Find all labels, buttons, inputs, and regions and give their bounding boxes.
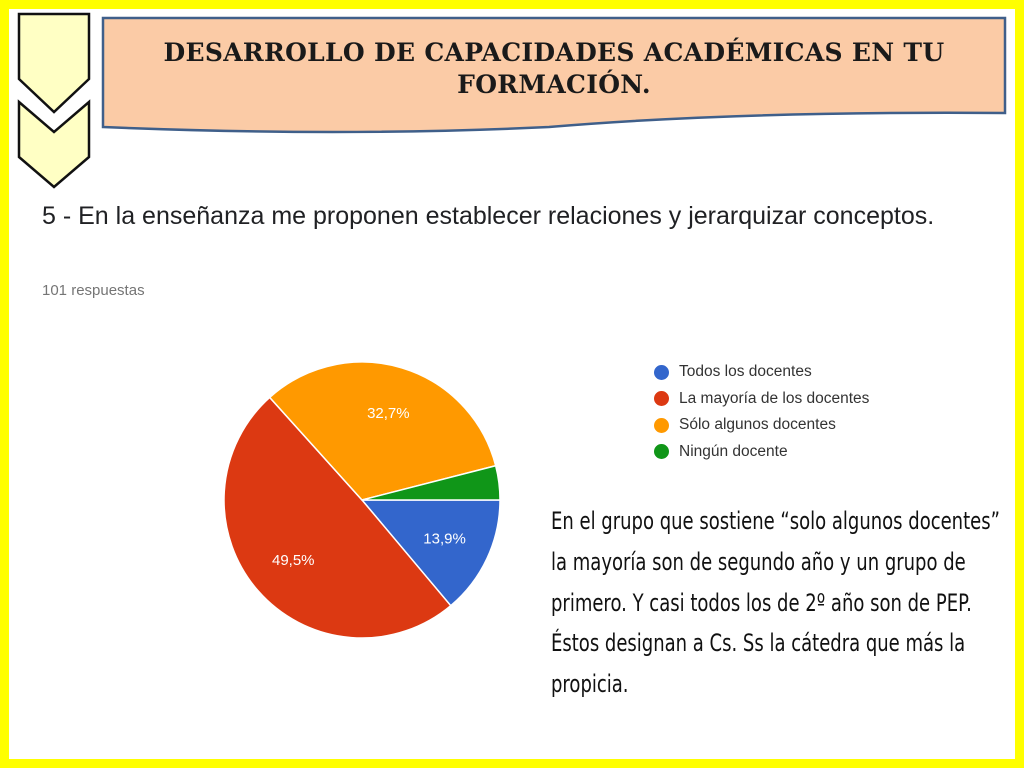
legend-swatch xyxy=(654,391,669,407)
legend-swatch xyxy=(654,417,669,433)
page-title: DESARROLLO DE CAPACIDADES ACADÉMICAS EN … xyxy=(163,38,945,99)
legend-swatch xyxy=(654,364,669,380)
legend-label: Ningún docente xyxy=(679,442,788,460)
analysis-note: En el grupo que sostiene “solo algunos d… xyxy=(551,507,1000,699)
question-title: 5 - En la enseñanza me proponen establec… xyxy=(42,202,935,230)
header-banner: DESARROLLO DE CAPACIDADES ACADÉMICAS EN … xyxy=(99,15,1009,140)
legend-label: Sólo algunos docentes xyxy=(679,416,836,434)
pie-slice-3 xyxy=(268,361,497,501)
slide: DESARROLLO DE CAPACIDADES ACADÉMICAS EN … xyxy=(9,9,1015,759)
legend-item: La mayoría de los docentes xyxy=(654,386,869,413)
chevron-down-icon xyxy=(17,99,91,189)
pie-slice-label-1: 13,9% xyxy=(423,530,466,547)
pie-slice-1 xyxy=(360,499,501,607)
legend-item: Ningún docente xyxy=(654,439,869,466)
response-count: 101 respuestas xyxy=(42,282,145,299)
chevron-down-icon xyxy=(17,12,91,114)
chevron-icons xyxy=(17,12,91,189)
chart-legend: Todos los docentes La mayoría de los doce… xyxy=(654,359,869,465)
legend-item: Todos los docentes xyxy=(654,359,869,386)
legend-swatch xyxy=(654,444,669,460)
pie-slice-label-2: 49,5% xyxy=(272,552,315,569)
pie-chart: 13,9% 49,5% 32,7% xyxy=(223,361,501,639)
pie-slice-4 xyxy=(361,464,501,501)
legend-label: La mayoría de los docentes xyxy=(679,389,870,407)
legend-item: Sólo algunos docentes xyxy=(654,412,869,439)
pie-slice-2 xyxy=(223,396,452,639)
legend-label: Todos los docentes xyxy=(679,363,812,381)
pie-slice-label-3: 32,7% xyxy=(367,405,410,422)
